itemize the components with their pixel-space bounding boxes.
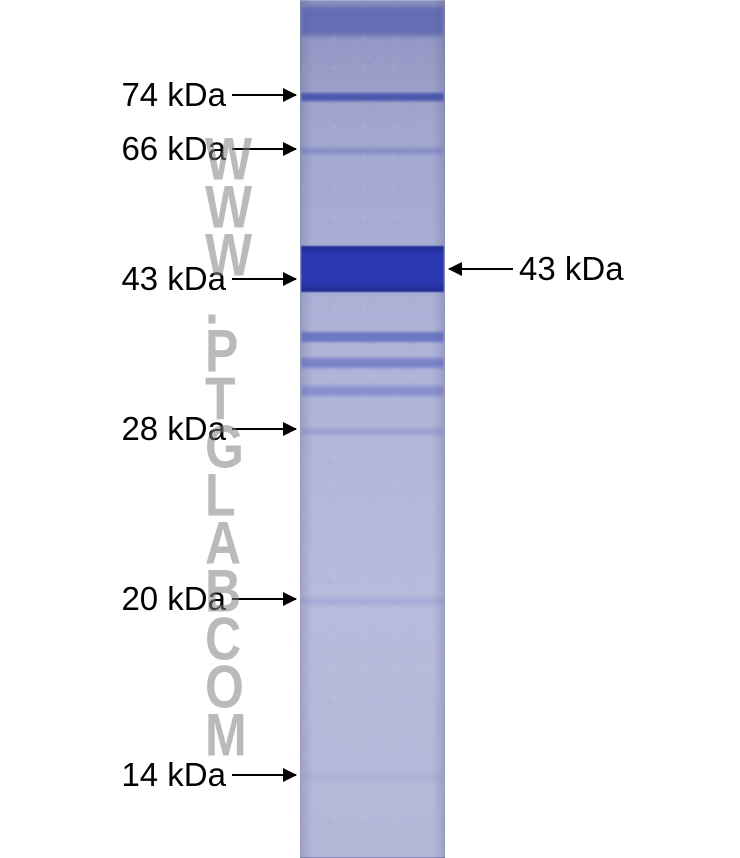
band band-sub3 [301,386,444,396]
mw-label-text: 20 kDa [121,580,226,618]
mw-label-14kDa: 14 kDa [121,756,296,794]
band band-sub1 [301,332,444,342]
mw-label-28kDa: 28 kDa [121,410,296,448]
gel-lane [300,0,445,858]
mw-label-text: 74 kDa [121,76,226,114]
mw-label-66kDa: 66 kDa [121,130,296,168]
mw-label-text: 43 kDa [121,260,226,298]
arrow-right-icon [232,428,296,430]
arrow-right-icon [232,278,296,280]
band band-sub2 [301,358,444,368]
result-label-43kDa: 43 kDa [449,250,624,288]
band band-14kda-faint [301,774,444,780]
result-label-text: 43 kDa [519,250,624,288]
band band-66kda-faint [301,148,444,154]
arrow-right-icon [232,94,296,96]
mw-label-43kDa: 43 kDa [121,260,296,298]
arrow-right-icon [232,598,296,600]
mw-label-74kDa: 74 kDa [121,76,296,114]
mw-label-text: 28 kDa [121,410,226,448]
arrow-left-icon [449,268,513,270]
band stacking-residue [301,6,444,36]
arrow-right-icon [232,148,296,150]
band band-74kda [301,93,444,101]
mw-label-text: 66 kDa [121,130,226,168]
band band-28kda-faint [301,428,444,435]
band band-20kda-faint [301,598,444,605]
gel-figure: 74 kDa 66 kDa 43 kDa 28 kDa 20 kDa 14 kDa 43 … [0,0,740,858]
mw-label-20kDa: 20 kDa [121,580,296,618]
arrow-right-icon [232,774,296,776]
mw-label-text: 14 kDa [121,756,226,794]
band band-main-43kda [301,246,444,292]
